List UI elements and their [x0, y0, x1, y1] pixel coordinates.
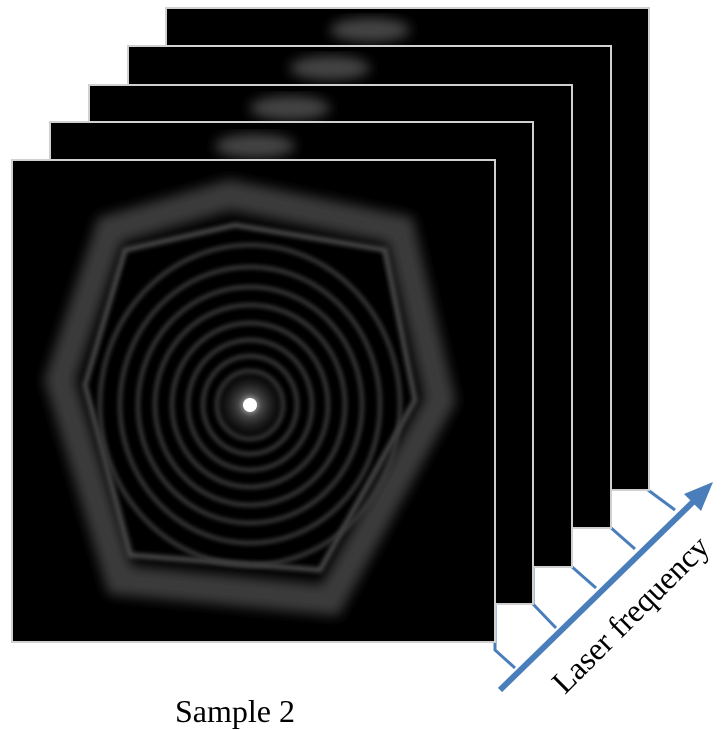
- caption: Sample 2: [175, 693, 295, 729]
- frame-stack: [11, 7, 650, 643]
- frame-glow: [290, 56, 370, 80]
- tick: [531, 560, 558, 630]
- tick: [493, 600, 517, 670]
- frame-glow: [330, 18, 410, 42]
- frequency-arrow: [497, 482, 713, 693]
- arrow-shaft: [497, 497, 698, 693]
- tick: [647, 488, 676, 512]
- tick: [608, 490, 636, 551]
- tick: [569, 520, 597, 590]
- center-spot: [243, 398, 257, 412]
- frame-glow: [215, 134, 295, 158]
- frame-glow: [250, 96, 330, 120]
- arrow-head: [684, 482, 713, 511]
